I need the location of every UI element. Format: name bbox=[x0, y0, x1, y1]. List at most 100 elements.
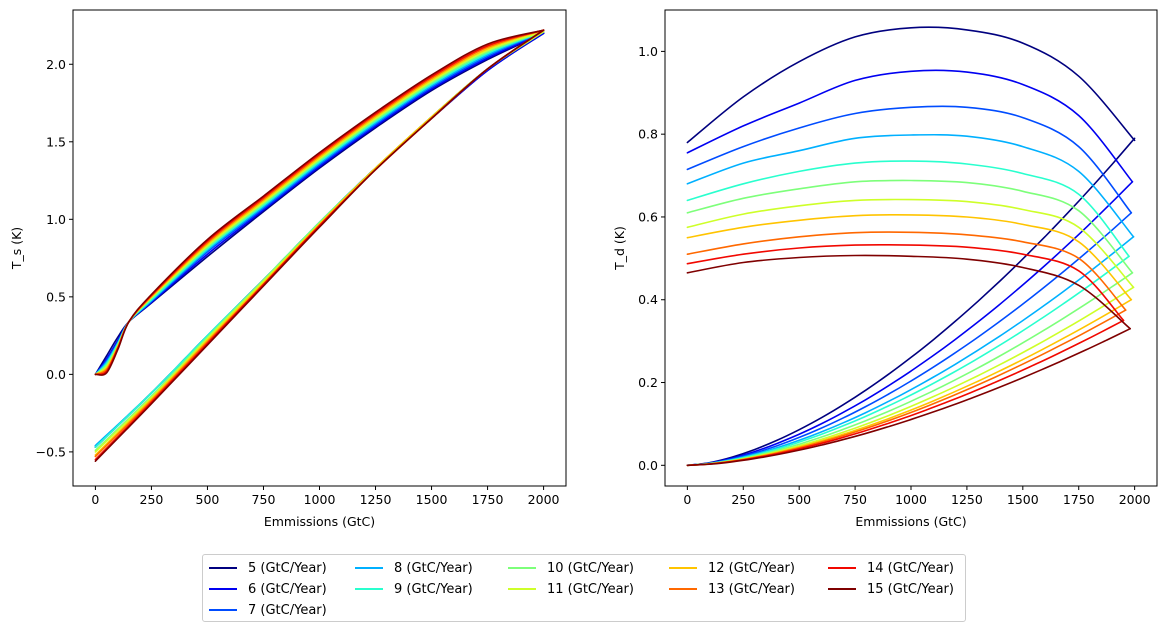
y-tick-label: 1.0 bbox=[638, 44, 658, 59]
legend-label: 13 (GtC/Year) bbox=[708, 581, 795, 597]
legend-label: 15 (GtC/Year) bbox=[867, 581, 954, 597]
legend-swatch bbox=[669, 567, 697, 569]
legend-swatch bbox=[508, 567, 536, 569]
series-line-up bbox=[94, 30, 545, 376]
x-tick-label: 1500 bbox=[1007, 492, 1039, 507]
series-line-up bbox=[686, 236, 1135, 467]
legend-swatch bbox=[209, 567, 237, 569]
series-line-down bbox=[686, 198, 1135, 289]
x-tick-label: 1750 bbox=[1063, 492, 1095, 507]
legend-item: 10 (GtC/Year) bbox=[508, 558, 634, 578]
legend-swatch bbox=[355, 588, 383, 590]
y-tick-label: −0.5 bbox=[36, 444, 66, 459]
legend-item: 5 (GtC/Year) bbox=[209, 558, 327, 578]
series-line-up bbox=[94, 29, 545, 376]
series-line-up bbox=[686, 327, 1131, 467]
x-axis-label: Emmissions (GtC) bbox=[855, 514, 966, 529]
x-tick-label: 500 bbox=[196, 492, 220, 507]
legend-item: 7 (GtC/Year) bbox=[209, 600, 327, 620]
series-line-up bbox=[94, 30, 545, 376]
series-line-down bbox=[94, 29, 545, 462]
y-tick-label: 0.0 bbox=[46, 367, 66, 382]
x-tick-label: 250 bbox=[140, 492, 164, 507]
legend: 5 (GtC/Year) 6 (GtC/Year) 7 (GtC/Year) 8 (G… bbox=[202, 554, 966, 622]
series-line-down bbox=[686, 254, 1131, 330]
x-tick-label: 0 bbox=[683, 492, 691, 507]
x-axis-label: Emmissions (GtC) bbox=[264, 514, 375, 529]
x-tick-label: 1500 bbox=[416, 492, 448, 507]
series-line-up bbox=[94, 29, 545, 376]
series-line-up bbox=[686, 309, 1127, 467]
legend-label: 11 (GtC/Year) bbox=[547, 581, 634, 597]
series-line-up bbox=[94, 30, 545, 376]
x-tick-label: 2000 bbox=[1119, 492, 1151, 507]
legend-swatch bbox=[355, 567, 383, 569]
series-line-down bbox=[686, 26, 1136, 144]
legend-label: 5 (GtC/Year) bbox=[248, 560, 327, 576]
series-line-up bbox=[686, 255, 1130, 467]
y-tick-label: 1.0 bbox=[46, 212, 66, 227]
x-tick-label: 1250 bbox=[360, 492, 392, 507]
x-tick-label: 500 bbox=[787, 492, 811, 507]
series-line-up bbox=[686, 181, 1134, 467]
x-tick-label: 1250 bbox=[951, 492, 983, 507]
x-tick-label: 1000 bbox=[304, 492, 336, 507]
x-tick-label: 0 bbox=[91, 492, 99, 507]
x-tick-label: 250 bbox=[731, 492, 755, 507]
x-tick-label: 750 bbox=[843, 492, 867, 507]
series-line-down bbox=[686, 214, 1133, 301]
series-line-down bbox=[686, 179, 1134, 274]
x-tick-label: 750 bbox=[252, 492, 276, 507]
series-line-down bbox=[686, 133, 1135, 238]
series-line-up bbox=[686, 272, 1134, 467]
legend-item: 9 (GtC/Year) bbox=[355, 579, 473, 599]
legend-item: 14 (GtC/Year) bbox=[828, 558, 954, 578]
series-line-down bbox=[686, 160, 1130, 258]
series-line-down bbox=[686, 244, 1125, 322]
y-tick-label: 1.5 bbox=[46, 134, 66, 149]
legend-item: 12 (GtC/Year) bbox=[669, 558, 795, 578]
legend-label: 6 (GtC/Year) bbox=[248, 581, 327, 597]
series-line-up bbox=[686, 137, 1136, 467]
legend-swatch bbox=[209, 588, 237, 590]
y-axis-label: T_d (K) bbox=[612, 226, 627, 271]
x-tick-label: 1000 bbox=[895, 492, 927, 507]
series-line-up bbox=[94, 29, 545, 376]
right-panel-td: 0 250 500 750 1000 1250 1500 1750 2000 0.0 0.2 0.4 0… bbox=[612, 9, 1158, 529]
y-tick-label: 2.0 bbox=[46, 57, 66, 72]
y-tick-label: 0.4 bbox=[638, 292, 658, 307]
y-axis-label: T_s (K) bbox=[9, 227, 24, 270]
legend-item: 13 (GtC/Year) bbox=[669, 579, 795, 599]
series-line-up bbox=[94, 30, 545, 376]
legend-swatch bbox=[828, 567, 856, 569]
y-tick-label: 0.0 bbox=[638, 458, 658, 473]
axes-frame bbox=[72, 9, 567, 487]
legend-swatch bbox=[508, 588, 536, 590]
series-line-up bbox=[94, 32, 545, 376]
legend-swatch bbox=[669, 588, 697, 590]
series-line-up bbox=[94, 32, 545, 376]
legend-label: 7 (GtC/Year) bbox=[248, 602, 327, 618]
y-tick-label: 0.2 bbox=[638, 375, 658, 390]
series-line-down bbox=[686, 105, 1133, 214]
series-line-up bbox=[94, 29, 545, 376]
left-panel-ts: 0 250 500 750 1000 1250 1500 1750 2000 −0.5 0.0 0.5… bbox=[9, 9, 567, 529]
legend-swatch bbox=[828, 588, 856, 590]
legend-label: 12 (GtC/Year) bbox=[708, 560, 795, 576]
x-tick-label: 2000 bbox=[528, 492, 560, 507]
legend-label: 9 (GtC/Year) bbox=[394, 581, 473, 597]
x-tick-label: 1750 bbox=[472, 492, 504, 507]
legend-item: 6 (GtC/Year) bbox=[209, 579, 327, 599]
legend-label: 10 (GtC/Year) bbox=[547, 560, 634, 576]
series-line-down bbox=[94, 29, 545, 461]
legend-swatch bbox=[209, 609, 237, 611]
legend-label: 14 (GtC/Year) bbox=[867, 560, 954, 576]
legend-item: 8 (GtC/Year) bbox=[355, 558, 473, 578]
series-line-down bbox=[686, 69, 1134, 183]
series-line-up bbox=[686, 286, 1135, 467]
legend-item: 11 (GtC/Year) bbox=[508, 579, 634, 599]
y-tick-label: 0.5 bbox=[46, 289, 66, 304]
legend-item: 15 (GtC/Year) bbox=[828, 579, 954, 599]
y-tick-label: 0.8 bbox=[638, 127, 658, 142]
